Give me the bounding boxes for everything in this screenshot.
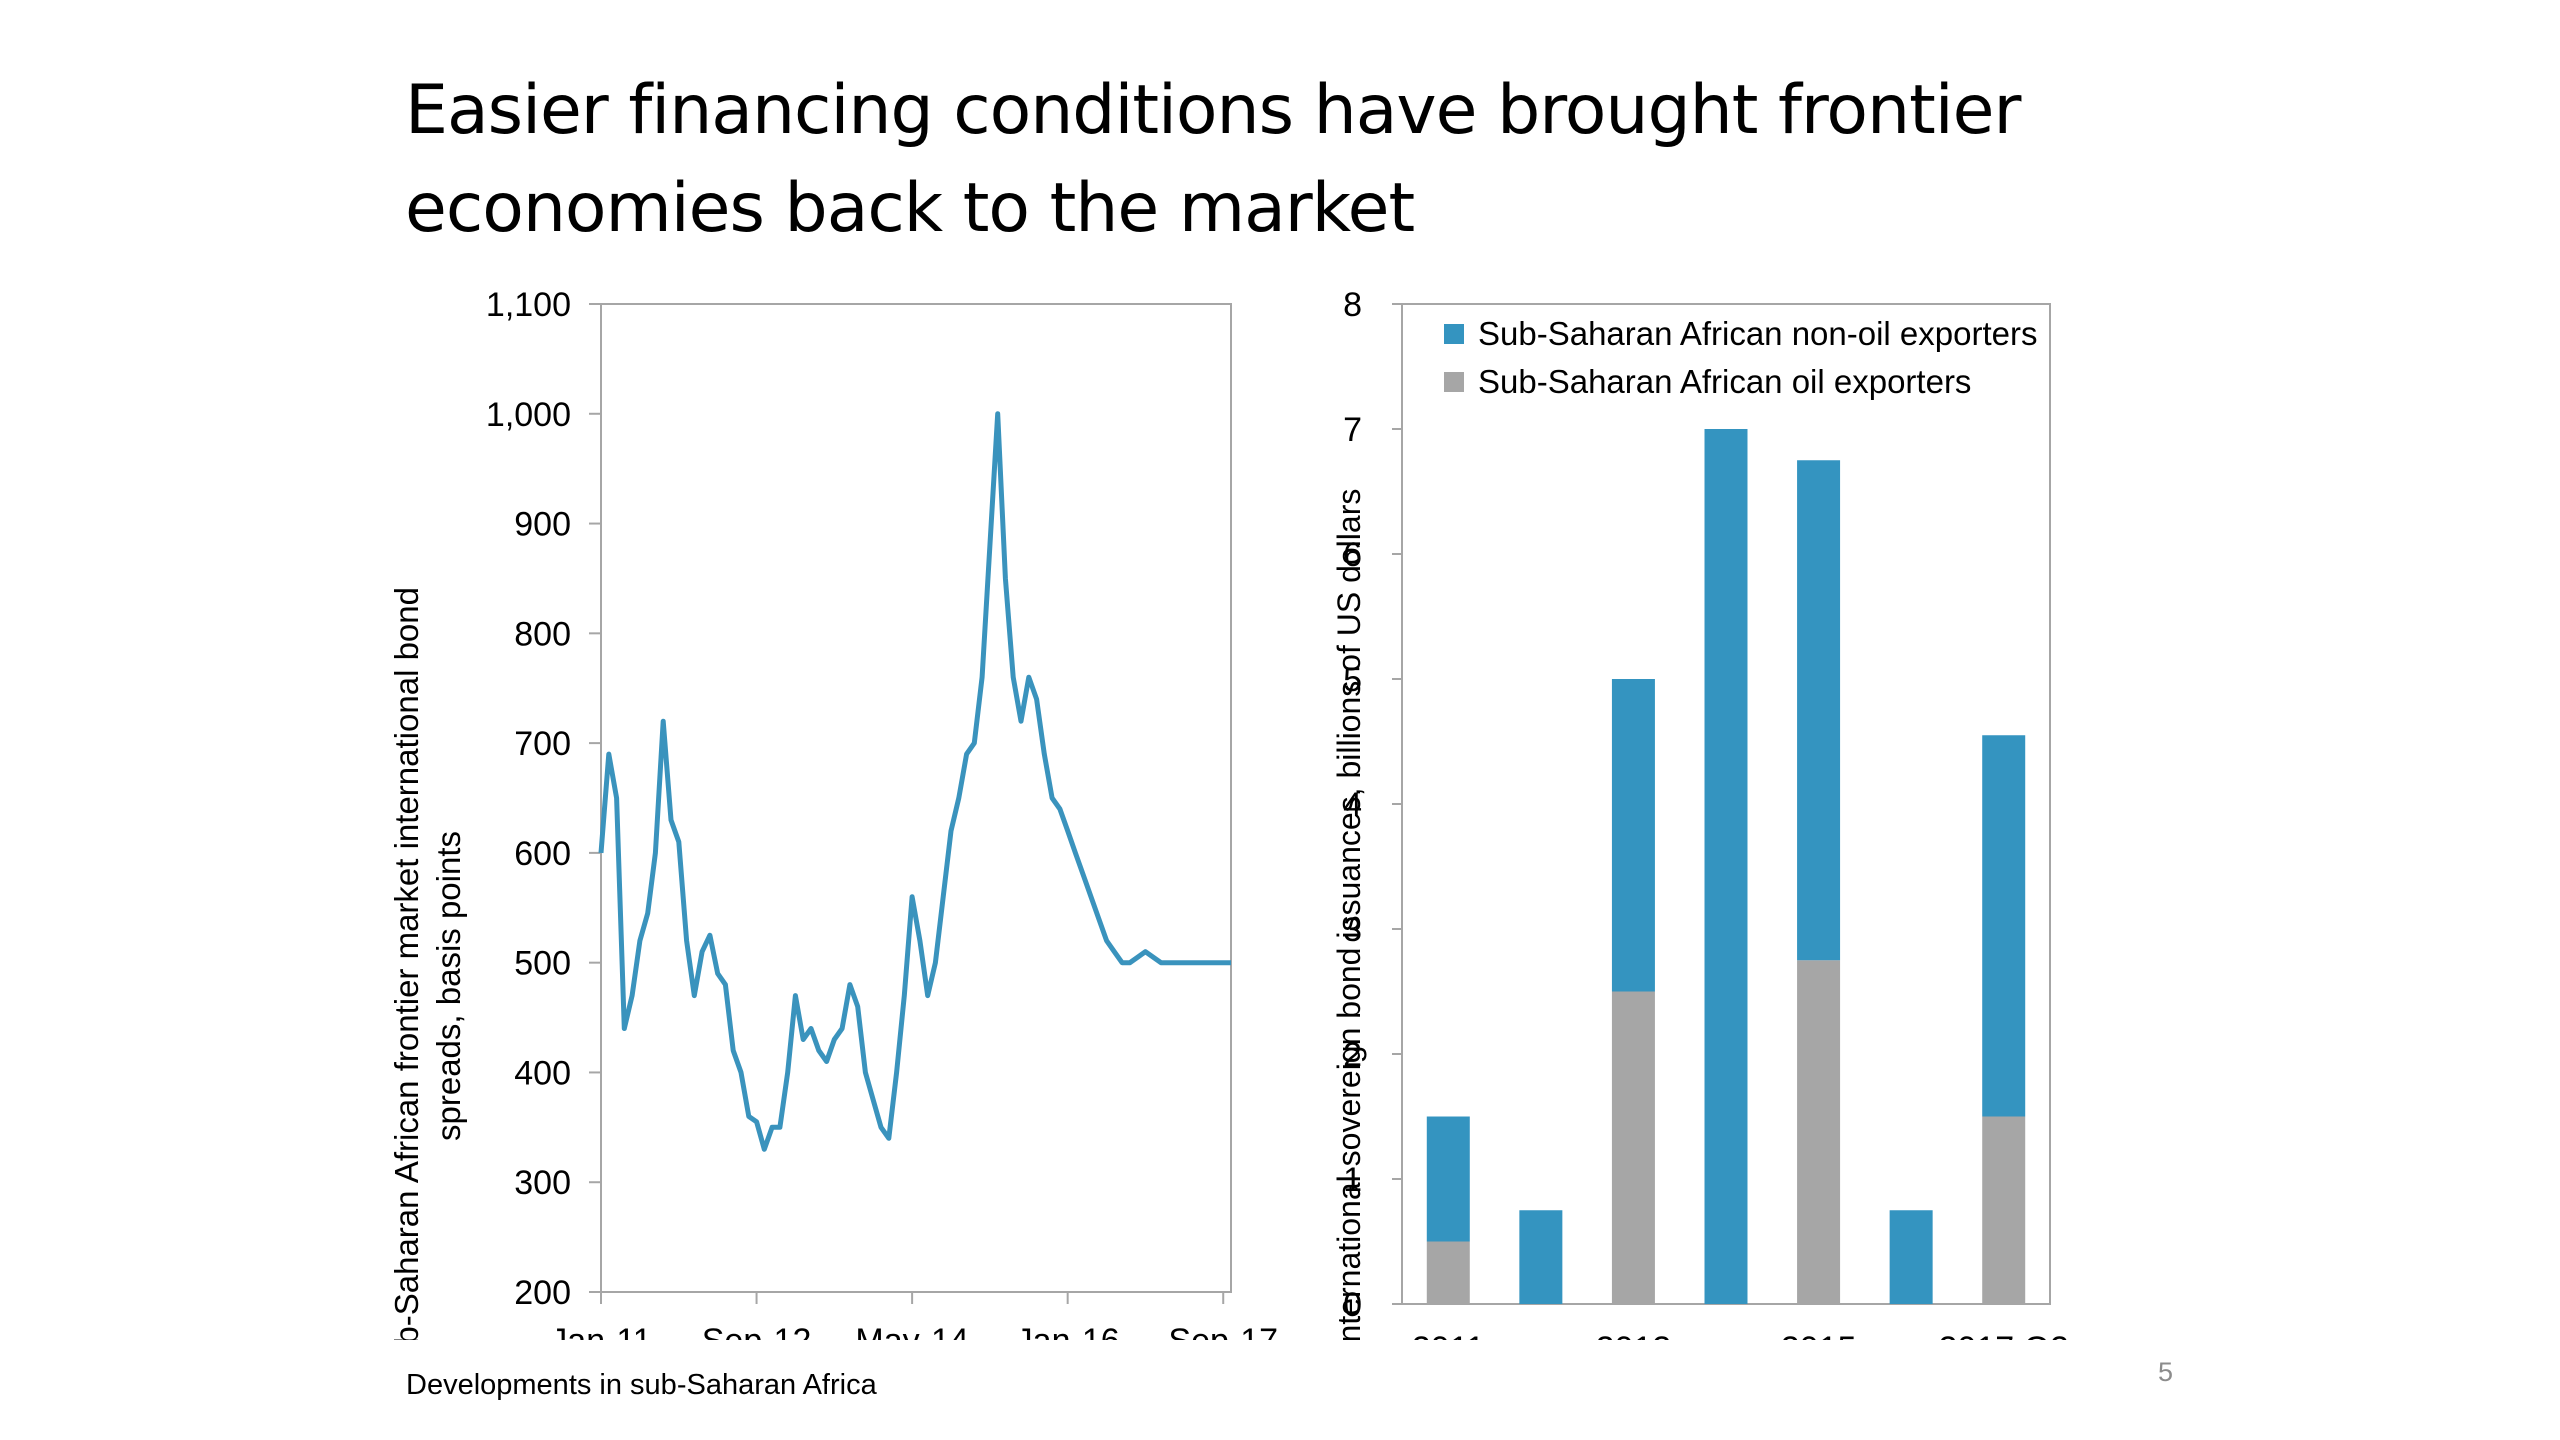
left-y-tick-label: 900 xyxy=(514,506,571,544)
left-x-tick-label: Sep-17 xyxy=(1168,1322,1278,1340)
left-y-tick-label: 700 xyxy=(514,725,571,763)
bond-spreads-line-chart: Sub-Saharan African frontier market inte… xyxy=(388,286,1278,1340)
left-y-axis: 200 300 400 500 600 700 800 900 1,000 1,100 xyxy=(486,286,601,1312)
bar-oil-exporters xyxy=(1611,991,1655,1304)
left-x-tick-label: Jan-11 xyxy=(550,1322,651,1340)
bar-oil-exporters xyxy=(1426,1241,1470,1304)
right-y-tick-label: 7 xyxy=(1343,411,1362,449)
right-x-axis: 2011 2013 2015 2017:Q2 xyxy=(1412,1330,2069,1340)
page-number: 5 xyxy=(2158,1357,2174,1387)
slide-title-line-1: Easier financing conditions have brought… xyxy=(405,71,2021,150)
right-x-tick-label: 2015 xyxy=(1781,1330,1857,1340)
left-y-tick-label: 1,100 xyxy=(486,286,571,324)
left-y-tick-label: 500 xyxy=(514,945,571,983)
left-plot-frame xyxy=(600,303,1232,1293)
left-y-tick-label: 200 xyxy=(514,1274,571,1312)
right-x-tick-label: 2017:Q2 xyxy=(1938,1330,2068,1340)
slide-title: Easier financing conditions have brought… xyxy=(405,62,2305,258)
left-ylabel-line-1: Sub-Saharan African frontier market inte… xyxy=(388,587,425,1340)
legend-swatch-non-oil xyxy=(1444,324,1464,344)
bar-non-oil-exporters xyxy=(1611,679,1655,992)
chart-legend: Sub-Saharan African non-oil exporters Su… xyxy=(1444,315,2038,400)
left-y-tick-label: 800 xyxy=(514,615,571,653)
right-y-tick-label: 1 xyxy=(1343,1161,1362,1199)
bar-oil-exporters xyxy=(1797,960,1841,1304)
slide-title-line-2: economies back to the market xyxy=(405,169,1415,248)
bond-issuance-bar-chart: International sovereign bond issuances, … xyxy=(1331,286,2069,1340)
right-y-tick-label: 5 xyxy=(1343,661,1362,699)
right-y-tick-label: 3 xyxy=(1343,911,1362,949)
left-x-tick-label: Jan-16 xyxy=(1016,1322,1120,1340)
right-y-tick-label: 2 xyxy=(1343,1036,1362,1074)
right-bars xyxy=(1426,429,2026,1304)
legend-swatch-oil xyxy=(1444,372,1464,392)
left-x-tick-label: Sep-12 xyxy=(702,1322,812,1340)
left-ylabel-line-2: spreads, basis points xyxy=(430,831,467,1141)
bar-non-oil-exporters xyxy=(1704,429,1748,1304)
left-y-tick-label: 300 xyxy=(514,1164,571,1202)
right-x-tick-label: 2011 xyxy=(1412,1330,1485,1340)
right-y-tick-label: 8 xyxy=(1343,286,1362,324)
bar-non-oil-exporters xyxy=(1426,1116,1470,1242)
left-y-tick-label: 400 xyxy=(514,1054,571,1092)
left-y-tick-label: 600 xyxy=(514,835,571,873)
left-x-tick-label: May-14 xyxy=(855,1322,968,1340)
right-x-tick-label: 2013 xyxy=(1596,1330,1672,1340)
left-x-axis: Jan-11 Sep-12 May-14 Jan-16 Sep-17 xyxy=(550,1292,1278,1340)
right-y-tick-label: 4 xyxy=(1343,786,1362,824)
right-y-axis: 0 1 2 3 4 5 6 7 8 xyxy=(1343,286,1402,1324)
legend-label-non-oil: Sub-Saharan African non-oil exporters xyxy=(1478,315,2038,352)
bar-non-oil-exporters xyxy=(1519,1210,1563,1304)
bar-non-oil-exporters xyxy=(1889,1210,1933,1304)
right-y-tick-label: 6 xyxy=(1343,536,1362,574)
bar-oil-exporters xyxy=(1982,1116,2026,1304)
slide-footer: Developments in sub-Saharan Africa xyxy=(406,1369,877,1401)
bar-non-oil-exporters xyxy=(1797,460,1841,961)
spread-series-line xyxy=(598,411,1231,1152)
left-y-tick-label: 1,000 xyxy=(486,396,571,434)
legend-label-oil: Sub-Saharan African oil exporters xyxy=(1478,363,1971,400)
right-y-tick-label: 0 xyxy=(1343,1286,1362,1324)
right-ylabel: International sovereign bond issuances, … xyxy=(1331,489,1367,1340)
bar-non-oil-exporters xyxy=(1982,735,2026,1117)
